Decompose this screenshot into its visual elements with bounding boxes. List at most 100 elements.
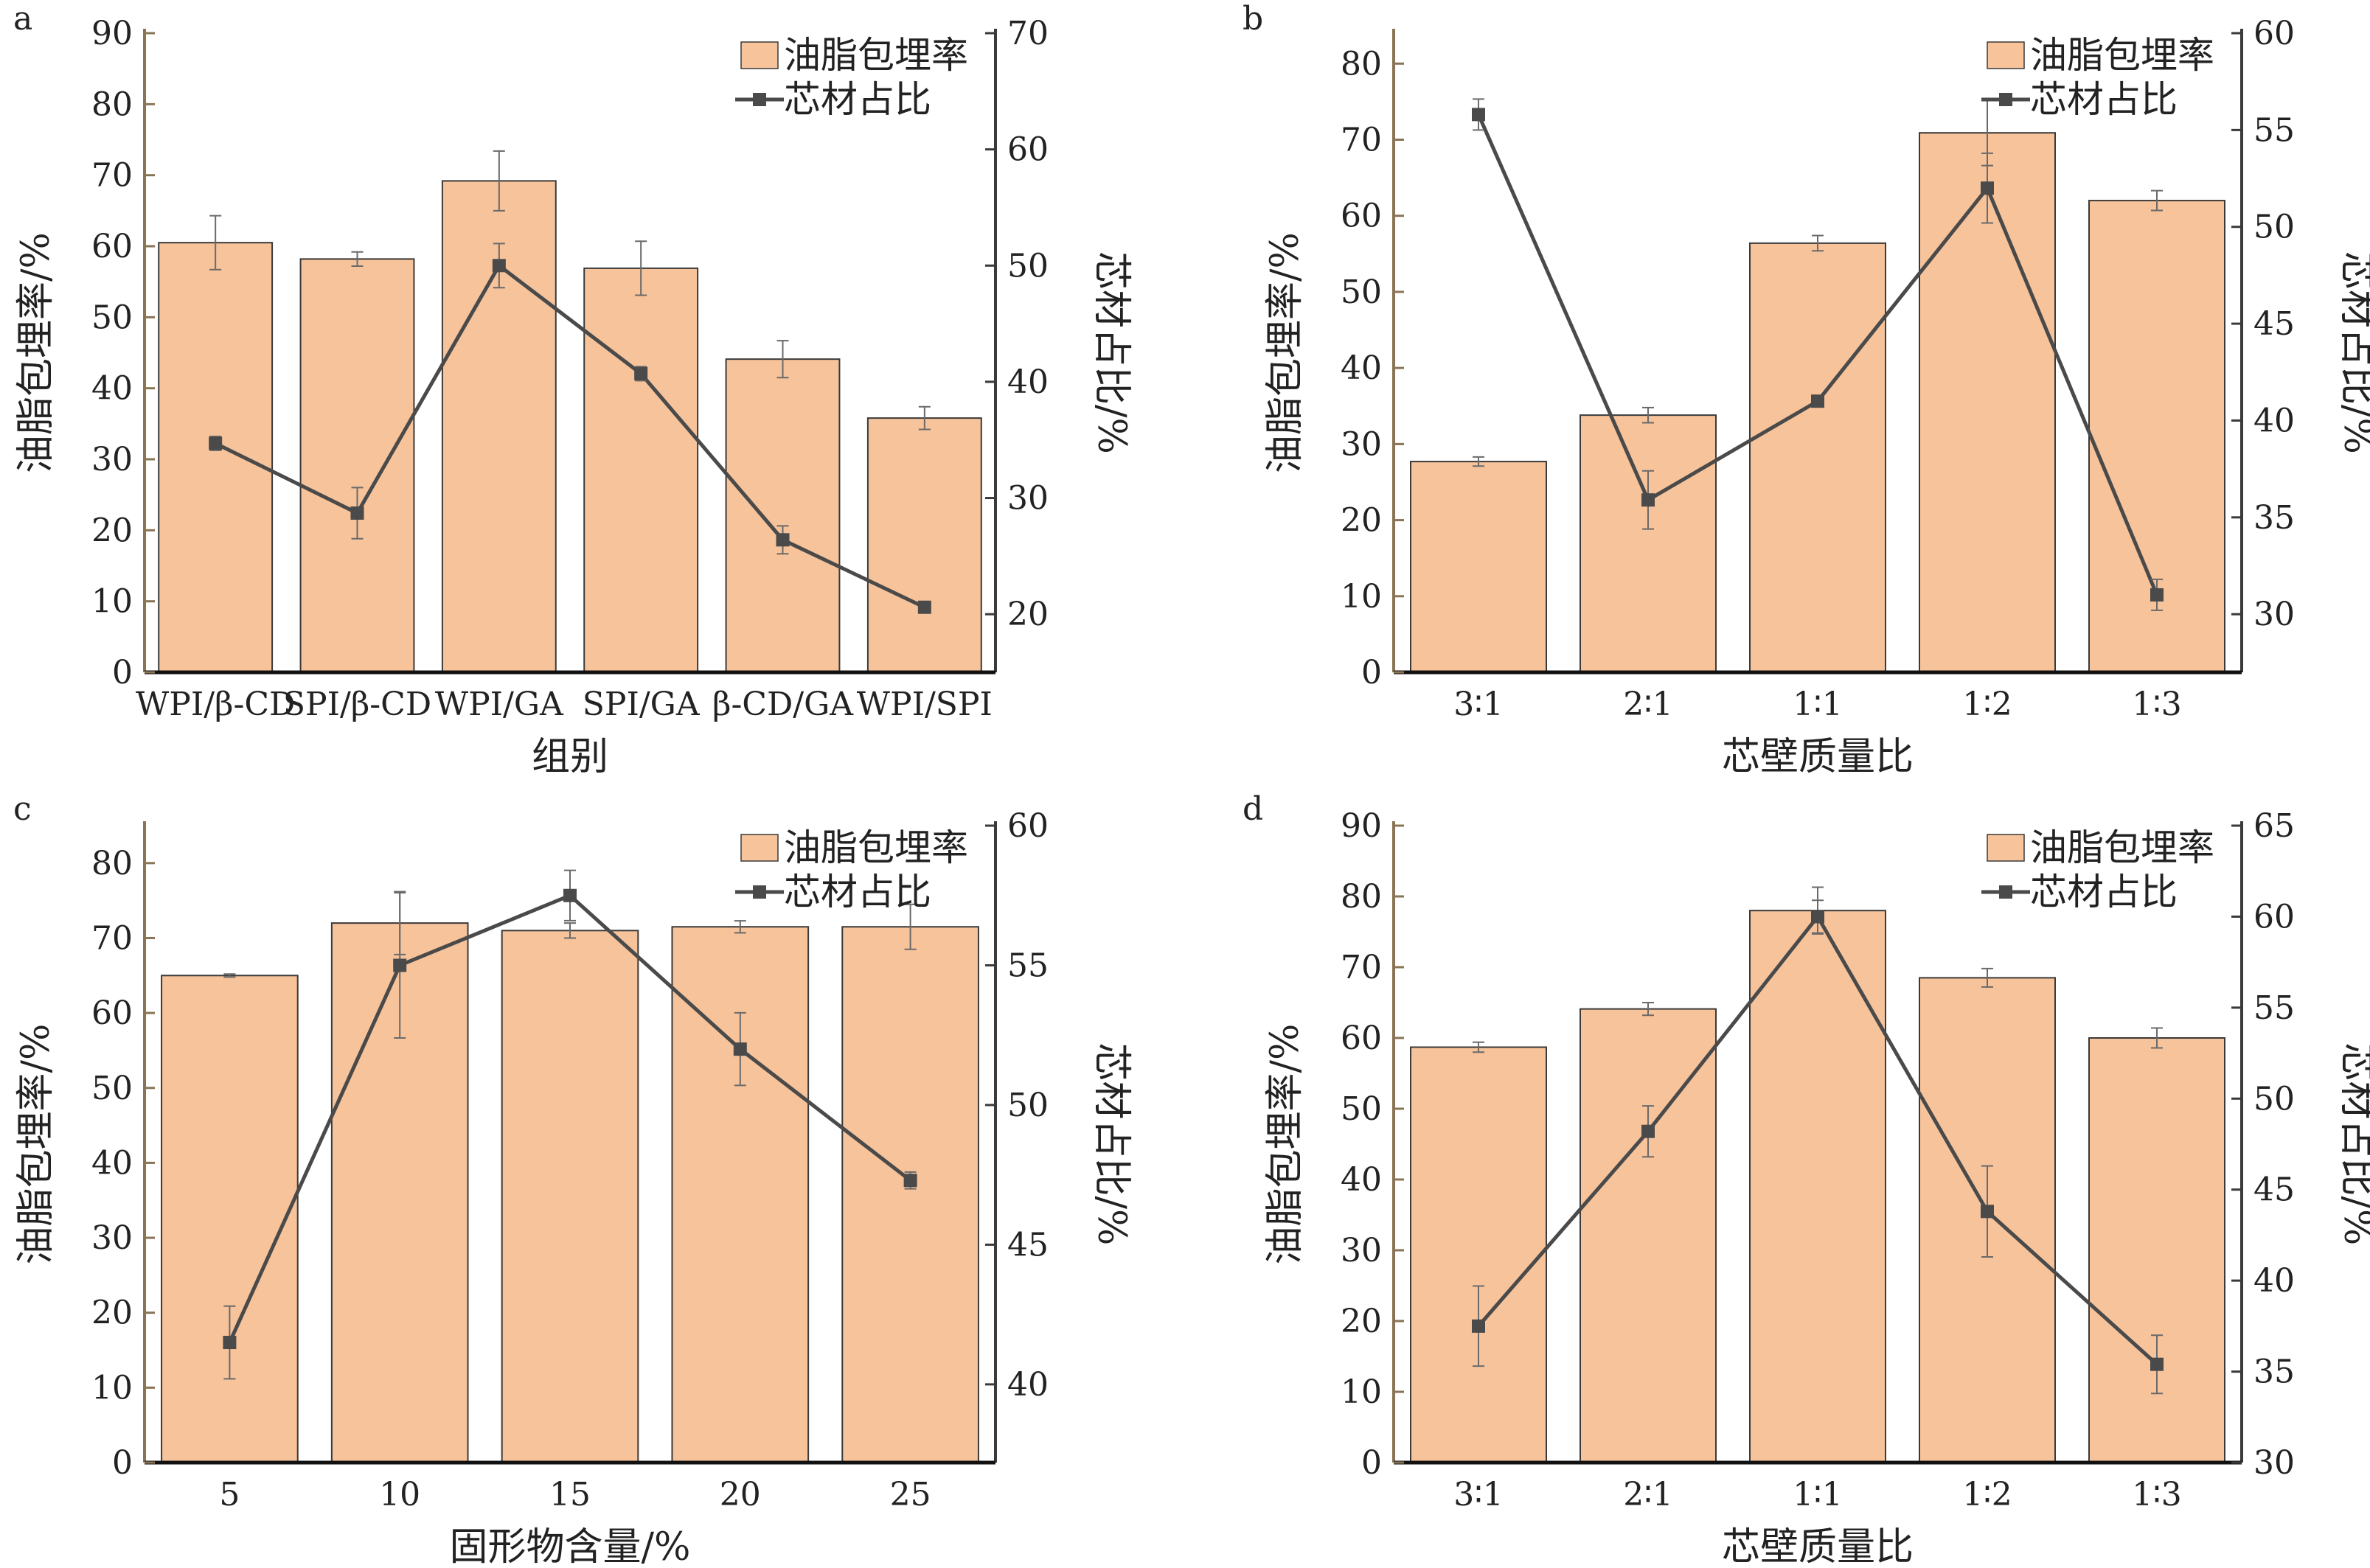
line-marker-d-1: [1472, 1319, 1485, 1333]
y-axis-title: 油脂包埋率/%: [1263, 232, 1307, 473]
left-tick-label: 90: [91, 15, 133, 52]
line-marker-a-3: [492, 259, 506, 273]
legend-label-line: 芯材占比: [2030, 78, 2178, 121]
right-tick-label: 40: [1007, 1366, 1049, 1404]
bar-a-5: [725, 358, 841, 673]
left-tick-label: 80: [1341, 45, 1382, 83]
panel-letter: c: [13, 790, 32, 828]
line-marker-a-4: [634, 366, 648, 380]
legend-swatch-bar: [740, 41, 779, 69]
bar-b-3: [1749, 242, 1886, 674]
y2-axis-title: 芯材占比/%: [1089, 1043, 1133, 1246]
bar-d-5: [2088, 1037, 2225, 1463]
left-tick-label: 50: [1341, 1090, 1382, 1128]
left-tick-label: 10: [1341, 1373, 1382, 1411]
left-tick-label: 70: [91, 919, 133, 957]
right-tick-label: 20: [1007, 596, 1049, 633]
x-tick-label: 1∶2: [1962, 1476, 2012, 1513]
legend-label-line: 芯材占比: [2030, 871, 2178, 913]
line-marker-b-5: [2150, 588, 2164, 602]
x-tick-label: 2∶1: [1623, 1476, 1672, 1513]
left-tick-label: 40: [91, 370, 133, 408]
bar-error-bar-c-1: [223, 973, 236, 978]
left-tick-label: 50: [1341, 273, 1382, 311]
left-tick-label: 70: [91, 157, 133, 195]
bar-error-bar-d-5: [2151, 1027, 2163, 1049]
legend-swatch-bar: [1987, 834, 2025, 862]
line-series-a: [215, 262, 925, 609]
bar-d-2: [1580, 1008, 1717, 1463]
chart-panel-a: 0102030405060708090203040506070WPI/β-CDS…: [13, 0, 1133, 779]
left-tick-label: 10: [1341, 578, 1382, 616]
chart-panel-d: 0 10 20 30 40 50 60 70 80 90 30 35 40 45 50 55 60 65 3∶1 2∶…: [1243, 790, 2370, 1568]
x-tick-label: WPI/SPI: [857, 686, 993, 723]
x-tick-label: 10: [379, 1476, 420, 1513]
left-tick-label: 30: [1341, 425, 1382, 463]
x-tick-label: β-CD/GA: [712, 686, 854, 723]
left-tick-label: 0: [1361, 1444, 1382, 1482]
left-tick-label: 40: [1341, 1161, 1382, 1199]
bar-error-bar-b-1: [1473, 456, 1484, 467]
y2-axis-title: 芯材占比/%: [1089, 251, 1133, 454]
x-axis-title: 芯壁质量比: [1722, 735, 1914, 779]
x-tick-label: 1∶3: [2132, 686, 2181, 723]
left-tick-label: 50: [91, 1070, 133, 1107]
right-tick-label: 30: [2253, 596, 2295, 633]
left-tick-label: 30: [91, 441, 133, 478]
bar-error-bar-c-3: [564, 922, 576, 939]
legend-swatch-marker: [753, 885, 766, 899]
right-tick-label: 30: [1007, 480, 1049, 518]
x-axis-title: 芯壁质量比: [1722, 1525, 1914, 1568]
legend-label-bar: 油脂包埋率: [2030, 826, 2214, 869]
bar-error-bar-b-2: [1642, 406, 1654, 424]
legend-label-bar: 油脂包埋率: [784, 34, 968, 77]
right-tick-label: 40: [2253, 1262, 2295, 1300]
line-marker-d-5: [2150, 1357, 2164, 1371]
bar-a-2: [299, 258, 415, 673]
bar-error-bar-a-6: [918, 405, 931, 431]
right-tick-label: 60: [2253, 898, 2295, 935]
line-marker-b-2: [1641, 493, 1655, 507]
legend-swatch-bar: [1987, 41, 2025, 69]
bar-a-4: [583, 267, 699, 673]
y2-axis-title: 芯材占比/%: [2335, 1043, 2370, 1246]
right-tick-label: 65: [2253, 807, 2295, 845]
x-tick-label: 1∶1: [1793, 1476, 1842, 1513]
line-marker-a-5: [776, 533, 790, 547]
left-tick-label: 90: [1341, 807, 1382, 845]
line-marker-b-4: [1981, 181, 1994, 195]
right-tick-label: 45: [1007, 1226, 1049, 1264]
x-tick-label: 25: [890, 1476, 931, 1513]
line-marker-d-2: [1641, 1124, 1655, 1138]
left-tick-label: 0: [1361, 654, 1382, 691]
left-tick-label: 10: [91, 583, 133, 621]
left-tick-label: 70: [1341, 949, 1382, 986]
chart-panel-b: 0 10 20 30 40 50 60 70 80 30 35 40 45 50 55 60 3∶1 2∶1 1∶1…: [1243, 0, 2370, 779]
right-tick-label: 50: [2253, 1080, 2295, 1118]
panel-letter: b: [1243, 0, 1263, 38]
bar-a-6: [866, 417, 982, 673]
left-tick-label: 0: [112, 1444, 133, 1482]
bar-error-bar-c-5: [904, 903, 917, 950]
x-tick-label: 2∶1: [1623, 686, 1672, 723]
left-tick-label: 20: [1341, 502, 1382, 540]
right-tick-label: 55: [2253, 111, 2295, 149]
left-tick-label: 80: [1341, 878, 1382, 916]
right-tick-label: 45: [2253, 305, 2295, 343]
x-tick-label: SPI/GA: [583, 686, 701, 723]
y-axis-title: 油脂包埋率/%: [1263, 1024, 1307, 1265]
legend-label-bar: 油脂包埋率: [2030, 34, 2214, 77]
right-tick-label: 35: [2253, 1353, 2295, 1391]
line-marker-c-1: [223, 1336, 237, 1350]
left-tick-label: 70: [1341, 122, 1382, 159]
line-marker-a-2: [350, 506, 364, 520]
right-tick-label: 50: [1007, 1087, 1049, 1124]
bar-error-bar-a-1: [209, 215, 222, 271]
x-tick-label: 1∶2: [1962, 686, 2012, 723]
left-tick-label: 80: [91, 86, 133, 123]
line-marker-c-4: [733, 1042, 747, 1056]
right-tick-label: 60: [1007, 807, 1049, 845]
line-marker-c-3: [563, 888, 577, 902]
line-marker-a-1: [209, 436, 223, 450]
right-tick-label: 55: [2253, 989, 2295, 1027]
